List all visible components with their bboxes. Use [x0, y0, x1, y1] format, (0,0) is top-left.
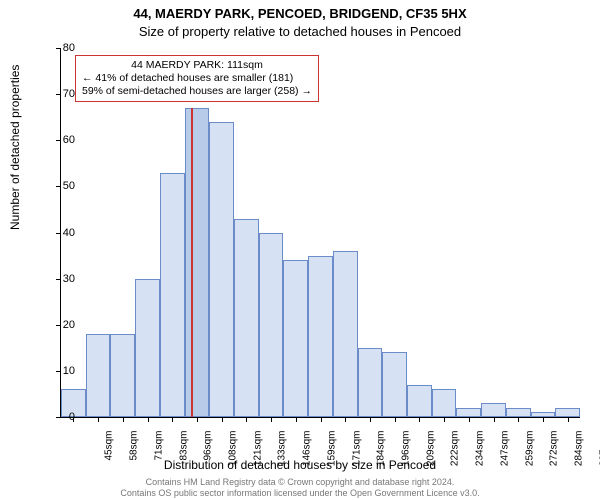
- xtick-mark: [321, 417, 322, 422]
- y-axis-label: Number of detached properties: [8, 65, 22, 230]
- xtick-label: 272sqm: [549, 431, 560, 471]
- histogram-bar: [308, 256, 333, 417]
- histogram-bar: [135, 279, 160, 417]
- xtick-mark: [345, 417, 346, 422]
- xtick-mark: [568, 417, 569, 422]
- xtick-label: 284sqm: [573, 431, 584, 471]
- xtick-mark: [370, 417, 371, 422]
- xtick-label: 146sqm: [302, 431, 313, 471]
- xtick-label: 58sqm: [129, 431, 140, 471]
- xtick-mark: [395, 417, 396, 422]
- ytick-label: 30: [45, 273, 75, 285]
- xtick-label: 259sqm: [524, 431, 535, 471]
- xtick-label: 171sqm: [351, 431, 362, 471]
- histogram-bar: [555, 408, 580, 417]
- annotation-line2: ← 41% of detached houses are smaller (18…: [82, 72, 312, 85]
- xtick-mark: [469, 417, 470, 422]
- histogram-bar: [209, 122, 234, 417]
- xtick-mark: [444, 417, 445, 422]
- histogram-bar: [481, 403, 506, 417]
- histogram-bar: [86, 334, 111, 417]
- xtick-mark: [494, 417, 495, 422]
- xtick-label: 247sqm: [499, 431, 510, 471]
- xtick-mark: [98, 417, 99, 422]
- annotation-line1: 44 MAERDY PARK: 111sqm: [82, 59, 312, 72]
- attribution-line1: Contains HM Land Registry data © Crown c…: [146, 477, 455, 487]
- xtick-label: 209sqm: [425, 431, 436, 471]
- ytick-label: 80: [45, 42, 75, 54]
- histogram-bar: [160, 173, 185, 417]
- marker-line: [191, 108, 193, 417]
- xtick-label: 196sqm: [400, 431, 411, 471]
- histogram-bar: [333, 251, 358, 417]
- xtick-mark: [296, 417, 297, 422]
- ytick-label: 50: [45, 180, 75, 192]
- histogram-bar: [259, 233, 284, 418]
- xtick-label: 45sqm: [104, 431, 115, 471]
- xtick-label: 96sqm: [203, 431, 214, 471]
- xtick-label: 133sqm: [277, 431, 288, 471]
- attribution-line2: Contains OS public sector information li…: [120, 488, 479, 498]
- xtick-mark: [197, 417, 198, 422]
- xtick-mark: [271, 417, 272, 422]
- xtick-label: 234sqm: [475, 431, 486, 471]
- xtick-label: 159sqm: [326, 431, 337, 471]
- plot-area: [60, 48, 580, 418]
- histogram-bar: [234, 219, 259, 417]
- xtick-mark: [123, 417, 124, 422]
- ytick-label: 10: [45, 365, 75, 377]
- histogram-bar: [185, 108, 210, 417]
- annotation-line3: 59% of semi-detached houses are larger (…: [82, 85, 312, 98]
- xtick-mark: [246, 417, 247, 422]
- xtick-mark: [222, 417, 223, 422]
- attribution-text: Contains HM Land Registry data © Crown c…: [0, 477, 600, 498]
- histogram-bar: [382, 352, 407, 417]
- chart-container: 44, MAERDY PARK, PENCOED, BRIDGEND, CF35…: [0, 0, 600, 500]
- xtick-mark: [419, 417, 420, 422]
- histogram-bar: [110, 334, 135, 417]
- xtick-mark: [148, 417, 149, 422]
- xtick-label: 121sqm: [252, 431, 263, 471]
- xtick-label: 108sqm: [227, 431, 238, 471]
- xtick-label: 222sqm: [450, 431, 461, 471]
- histogram-bar: [432, 389, 457, 417]
- xtick-label: 184sqm: [376, 431, 387, 471]
- histogram-bar: [358, 348, 383, 417]
- chart-title-sub: Size of property relative to detached ho…: [0, 24, 600, 39]
- ytick-label: 0: [45, 411, 75, 423]
- ytick-label: 60: [45, 134, 75, 146]
- xtick-mark: [172, 417, 173, 422]
- xtick-label: 83sqm: [178, 431, 189, 471]
- ytick-label: 40: [45, 227, 75, 239]
- annotation-box: 44 MAERDY PARK: 111sqm← 41% of detached …: [75, 55, 319, 102]
- histogram-bar: [407, 385, 432, 417]
- xtick-label: 71sqm: [153, 431, 164, 471]
- chart-title-main: 44, MAERDY PARK, PENCOED, BRIDGEND, CF35…: [0, 6, 600, 21]
- histogram-bar: [283, 260, 308, 417]
- xtick-mark: [518, 417, 519, 422]
- xtick-mark: [543, 417, 544, 422]
- histogram-bar: [456, 408, 481, 417]
- histogram-bar: [506, 408, 531, 417]
- ytick-label: 70: [45, 88, 75, 100]
- ytick-label: 20: [45, 319, 75, 331]
